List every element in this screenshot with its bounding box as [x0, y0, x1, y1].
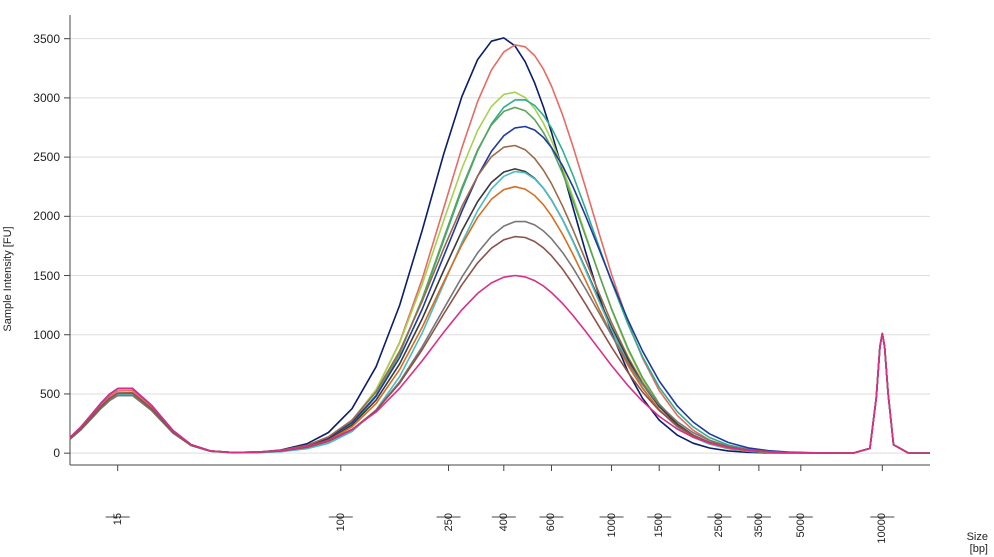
y-tick-label: 1500 — [24, 269, 60, 283]
series-s08 — [70, 169, 930, 453]
series-s13 — [70, 276, 930, 454]
y-tick-label: 0 — [24, 446, 60, 460]
y-tick-label: 500 — [24, 387, 60, 401]
series-s05 — [70, 107, 930, 453]
x-tick-label: 1500 — [653, 513, 665, 537]
series-s12 — [70, 237, 930, 454]
series-s11 — [70, 222, 930, 454]
series-s09 — [70, 172, 930, 454]
series-s02 — [70, 45, 930, 453]
series-s10 — [70, 187, 930, 454]
x-tick-label: 15 — [112, 513, 124, 525]
x-tick-label: 2500 — [713, 513, 725, 537]
x-tick-label: 400 — [498, 513, 510, 531]
y-tick-label: 3500 — [24, 32, 60, 46]
series-s03 — [70, 92, 930, 453]
y-tick-label: 2500 — [24, 150, 60, 164]
x-tick-label: 1000 — [606, 513, 618, 537]
plot-area — [0, 0, 994, 557]
x-tick-label: 250 — [443, 513, 455, 531]
x-tick-label: 3500 — [753, 513, 765, 537]
x-tick-label: 600 — [545, 513, 557, 531]
series-s01 — [70, 38, 930, 453]
electropherogram-chart: Sample Intensity [FU] Size [bp] 05001000… — [0, 0, 994, 557]
x-tick-label: 10000 — [876, 513, 888, 544]
y-tick-label: 2000 — [24, 209, 60, 223]
y-tick-label: 1000 — [24, 328, 60, 342]
series-s04 — [70, 100, 930, 453]
x-tick-label: 100 — [335, 513, 347, 531]
y-tick-label: 3000 — [24, 91, 60, 105]
x-tick-label: 5000 — [795, 513, 807, 537]
